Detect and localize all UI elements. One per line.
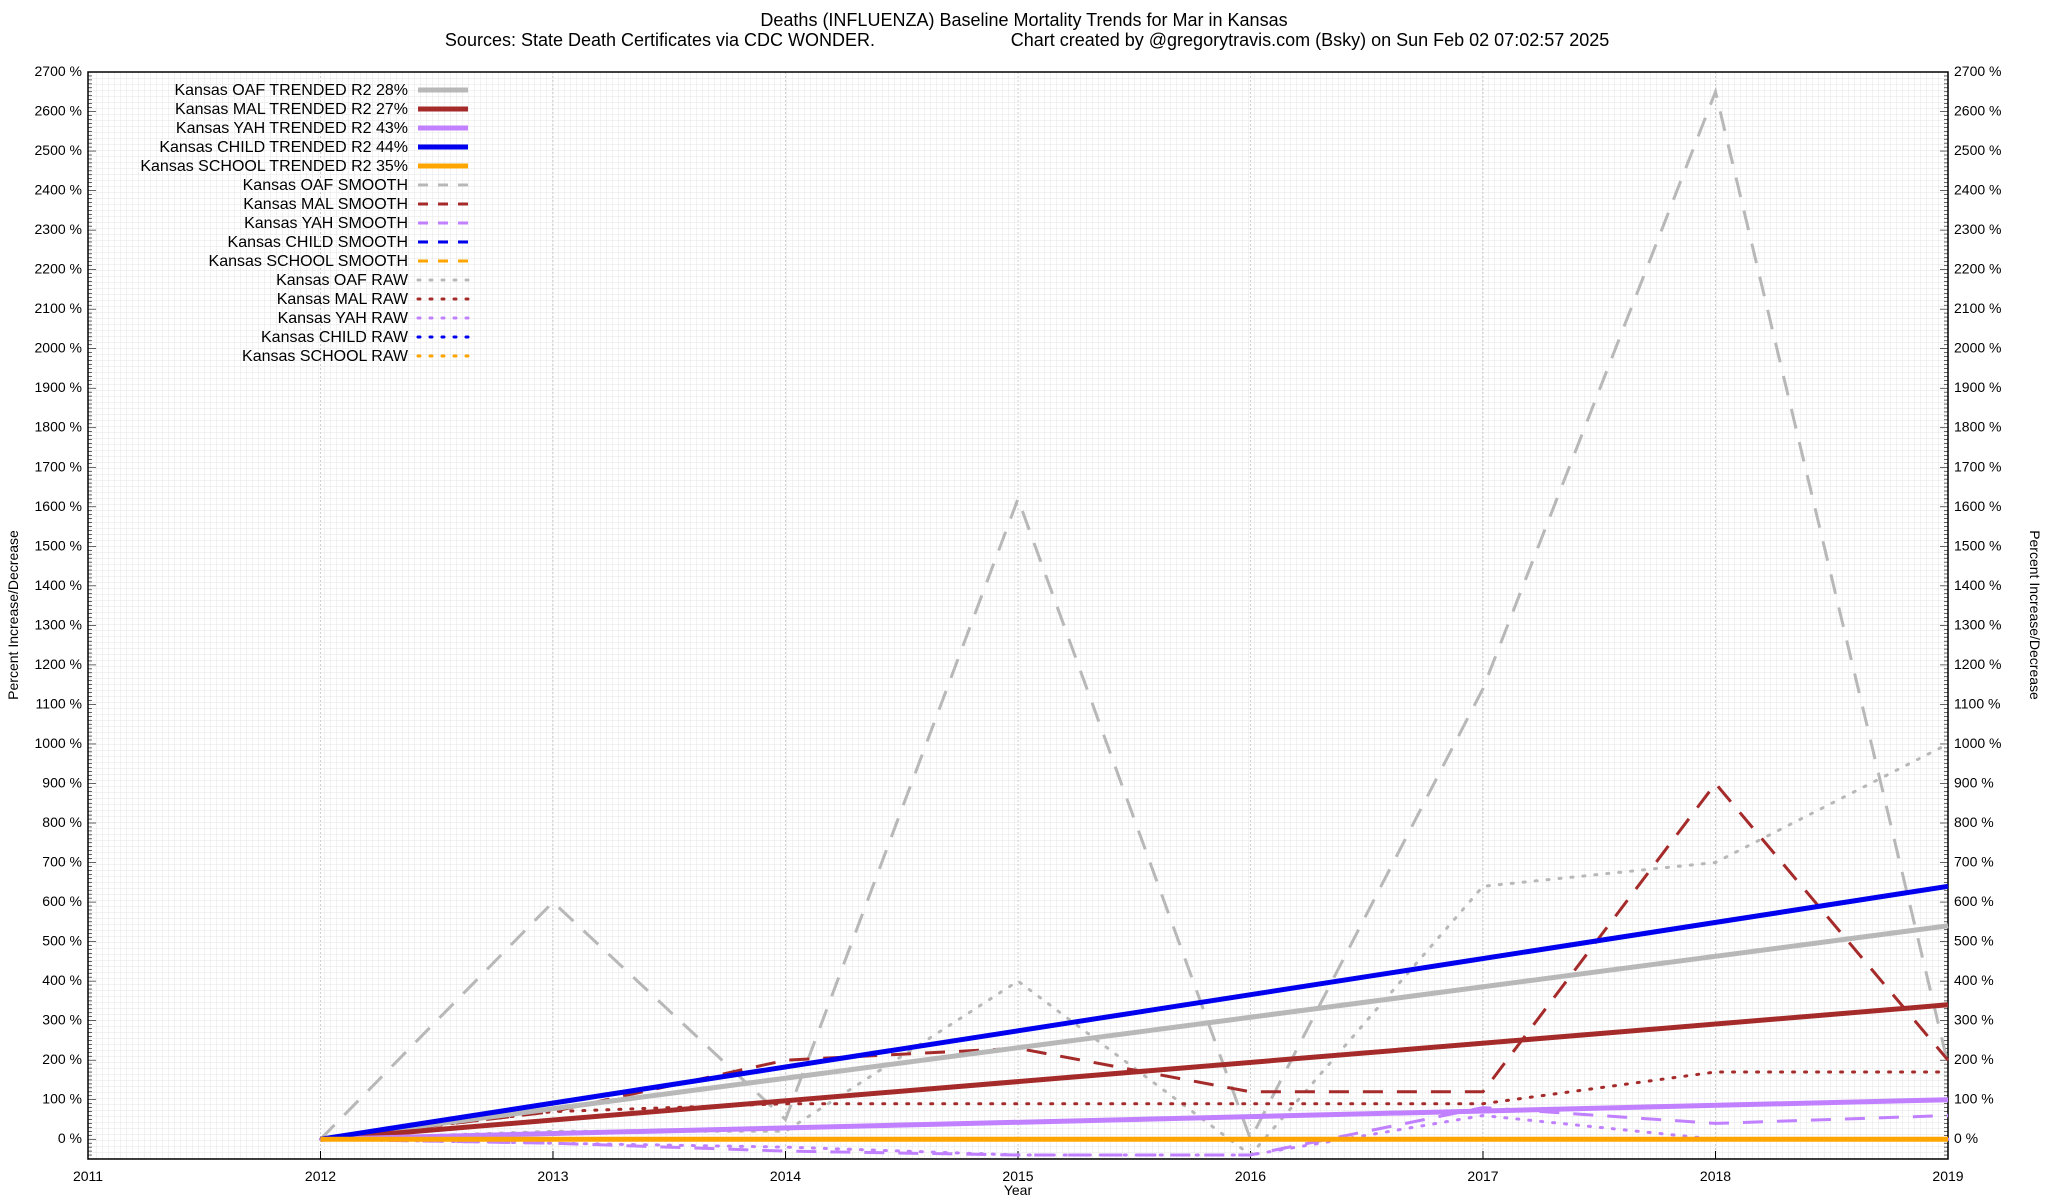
series-line-kansas-yah-smooth — [320, 1106, 1949, 1157]
y-tick-label-left: 2200 % — [35, 261, 82, 277]
legend: Kansas OAF TRENDED R2 28% Kansas MAL TREN… — [140, 82, 470, 365]
y-tick-label-left: 600 % — [42, 893, 82, 909]
y-tick-label-right: 2600 % — [1954, 103, 2001, 119]
y-tick-label-left: 1800 % — [35, 419, 82, 435]
legend-label-kansas-child-raw: Kansas CHILD RAW — [261, 329, 409, 346]
y-tick-label-right: 200 % — [1954, 1051, 1994, 1067]
y-axis-label-right: Percent Increase/Decrease — [2027, 530, 2043, 700]
y-tick-label-left: 2500 % — [35, 142, 82, 158]
y-tick-label-right: 700 % — [1954, 854, 1994, 870]
y-tick-label-right: 2300 % — [1954, 221, 2001, 237]
series-line-kansas-mal-trended — [320, 1002, 1949, 1142]
y-tick-label-right: 2700 % — [1954, 63, 2001, 79]
y-tick-label-left: 1100 % — [36, 695, 82, 711]
y-tick-label-left: 1000 % — [35, 735, 82, 751]
y-tick-label-left: 0 % — [58, 1130, 82, 1146]
y-tick-label-right: 800 % — [1954, 814, 1994, 830]
y-tick-label-right: 1800 % — [1954, 419, 2001, 435]
y-tick-label-right: 1400 % — [1954, 577, 2001, 593]
y-tick-label-left: 400 % — [42, 972, 82, 988]
legend-label-kansas-yah-raw: Kansas YAH RAW — [278, 310, 409, 327]
legend-label-kansas-mal-smooth: Kansas MAL SMOOTH — [243, 196, 408, 213]
series-line-kansas-oaf-raw — [319, 742, 1950, 1158]
legend-label-kansas-child-smooth: Kansas CHILD SMOOTH — [228, 234, 408, 251]
y-tick-label-left: 500 % — [42, 933, 82, 949]
y-tick-label-left: 900 % — [42, 774, 82, 790]
legend-label-kansas-yah-smooth: Kansas YAH SMOOTH — [244, 215, 408, 232]
x-axis-label: Year — [1004, 1182, 1033, 1198]
y-tick-label-left: 1500 % — [35, 537, 82, 553]
y-tick-label-left: 1700 % — [35, 458, 82, 474]
y-tick-label-left: 2700 % — [35, 63, 82, 79]
y-tick-label-right: 1200 % — [1954, 656, 2001, 672]
x-tick-label: 2011 — [73, 1168, 103, 1184]
y-tick-label-left: 2400 % — [35, 182, 82, 198]
y-tick-label-left: 1600 % — [35, 498, 82, 514]
legend-label-kansas-oaf-trended: Kansas OAF TRENDED R2 28% — [174, 82, 408, 99]
y-tick-label-left: 1300 % — [35, 616, 82, 632]
y-tick-label-left: 100 % — [42, 1091, 82, 1107]
x-tick-label: 2012 — [305, 1168, 336, 1184]
y-tick-label-left: 2600 % — [35, 103, 82, 119]
chart-title: Deaths (INFLUENZA) Baseline Mortality Tr… — [760, 10, 1287, 30]
y-tick-label-right: 1700 % — [1954, 458, 2001, 474]
legend-label-kansas-yah-trended: Kansas YAH TRENDED R2 43% — [176, 120, 408, 137]
y-tick-label-right: 1500 % — [1954, 537, 2001, 553]
x-tick-label: 2015 — [1002, 1168, 1033, 1184]
y-tick-label-right: 2100 % — [1954, 300, 2001, 316]
legend-label-kansas-mal-raw: Kansas MAL RAW — [277, 291, 409, 308]
legend-label-kansas-school-smooth: Kansas SCHOOL SMOOTH — [209, 253, 408, 270]
y-tick-label-left: 2000 % — [35, 340, 82, 356]
x-tick-label: 2013 — [537, 1168, 568, 1184]
y-axis-label-left: Percent Increase/Decrease — [5, 530, 21, 700]
y-tick-label-right: 1000 % — [1954, 735, 2001, 751]
x-tick-label: 2019 — [1932, 1168, 1963, 1184]
y-tick-label-right: 1900 % — [1954, 379, 2001, 395]
y-tick-label-right: 1600 % — [1954, 498, 2001, 514]
chart-subtitle-left: Sources: State Death Certificates via CD… — [445, 30, 875, 50]
y-tick-label-left: 1400 % — [35, 577, 82, 593]
y-tick-label-right: 2400 % — [1954, 182, 2001, 198]
y-tick-label-left: 700 % — [42, 854, 82, 870]
y-tick-label-left: 200 % — [42, 1051, 82, 1067]
y-tick-label-left: 1200 % — [35, 656, 82, 672]
legend-label-kansas-child-trended: Kansas CHILD TRENDED R2 44% — [159, 139, 408, 156]
legend-label-kansas-school-trended: Kansas SCHOOL TRENDED R2 35% — [140, 158, 408, 175]
y-tick-label-left: 800 % — [42, 814, 82, 830]
y-tick-label-right: 500 % — [1954, 933, 1994, 949]
series-line-kansas-oaf-smooth — [319, 86, 1950, 1143]
y-tick-label-right: 400 % — [1954, 972, 1994, 988]
series-layer — [319, 86, 1950, 1158]
y-tick-label-right: 2200 % — [1954, 261, 2001, 277]
y-tick-label-right: 100 % — [1954, 1091, 1994, 1107]
y-tick-label-right: 2500 % — [1954, 142, 2001, 158]
y-tick-label-right: 900 % — [1954, 774, 1994, 790]
y-tick-label-right: 1300 % — [1954, 616, 2001, 632]
series-line-kansas-oaf-trended — [320, 923, 1949, 1142]
y-tick-label-left: 300 % — [42, 1012, 82, 1028]
legend-label-kansas-school-raw: Kansas SCHOOL RAW — [242, 348, 409, 365]
x-tick-label: 2014 — [770, 1168, 801, 1184]
y-tick-label-right: 300 % — [1954, 1012, 1994, 1028]
series-line-kansas-mal-raw — [319, 1070, 1950, 1141]
y-tick-label-right: 1100 % — [1954, 695, 2000, 711]
y-tick-label-left: 1900 % — [35, 379, 82, 395]
chart-subtitle-right: Chart created by @gregorytravis.com (Bsk… — [1011, 30, 1610, 50]
y-tick-label-left: 2300 % — [35, 221, 82, 237]
legend-label-kansas-mal-trended: Kansas MAL TRENDED R2 27% — [175, 101, 408, 118]
series-line-kansas-yah-trended — [320, 1097, 1949, 1142]
legend-label-kansas-oaf-smooth: Kansas OAF SMOOTH — [243, 177, 408, 194]
y-tick-label-right: 600 % — [1954, 893, 1994, 909]
y-tick-label-left: 2100 % — [35, 300, 82, 316]
x-tick-label: 2017 — [1467, 1168, 1498, 1184]
y-tick-label-right: 2000 % — [1954, 340, 2001, 356]
y-axis-ticks: 0 % 0 % 100 % 100 % 200 % 200 % 300 % 300 % 400 … — [35, 63, 2001, 1160]
y-tick-label-right: 0 % — [1954, 1130, 1978, 1146]
legend-label-kansas-oaf-raw: Kansas OAF RAW — [276, 272, 409, 289]
x-tick-label: 2018 — [1700, 1168, 1731, 1184]
x-tick-label: 2016 — [1235, 1168, 1266, 1184]
series-line-kansas-child-trended — [320, 883, 1949, 1142]
x-axis-ticks: 2011 2012 2013 2014 2015 2016 2017 2018 2019 — [73, 1151, 1964, 1184]
